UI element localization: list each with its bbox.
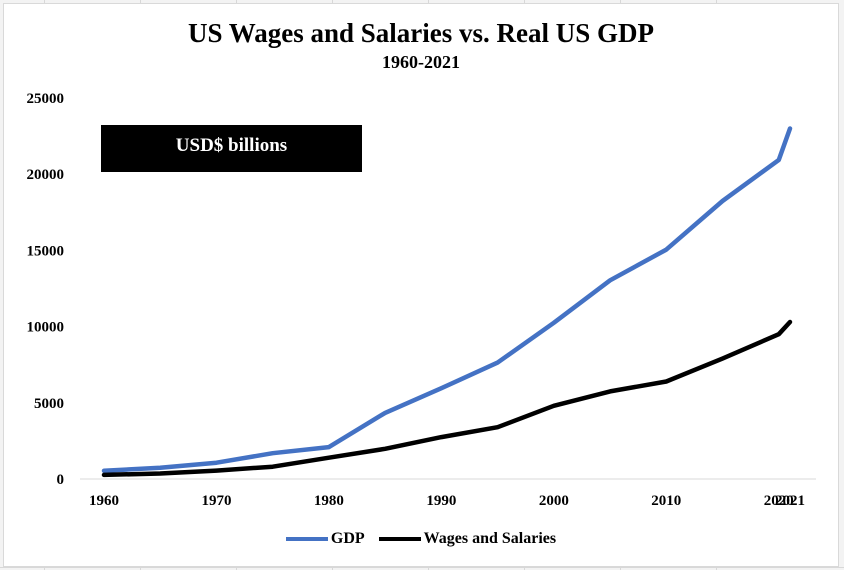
series-line-wages-and-salaries: [101, 319, 793, 478]
y-tick-label: 5000: [34, 396, 64, 412]
y-tick-label: 10000: [27, 320, 65, 336]
y-tick-label: 0: [57, 472, 65, 488]
legend-swatch-wages: [378, 537, 421, 541]
legend-swatch-gdp: [285, 537, 328, 541]
legend: GDP Wages and Salaries: [4, 528, 838, 548]
chart-title: US Wages and Salaries vs. Real US GDP: [187, 18, 655, 48]
x-tick-label: 2021: [775, 493, 805, 509]
x-tick-label: 1990: [426, 493, 456, 509]
plot-area: 0 5000 10000 15000 20000 25000 1960 1970 1980 199…: [27, 91, 816, 509]
legend-label-gdp: GDP: [330, 530, 365, 547]
x-tick-label: 2020: [764, 493, 794, 509]
y-tick-label: 20000: [27, 167, 65, 183]
series-line-gdp: [101, 126, 793, 474]
axis-layer: 0 5000 10000 15000 20000 25000 1960 1970 1980 199…: [27, 91, 816, 509]
x-tick-label: 1970: [201, 493, 231, 509]
sheet-gridline: [0, 567, 844, 568]
chart-subtitle: 1960-2021: [382, 52, 460, 72]
x-tick-label: 2000: [539, 493, 569, 509]
legend-label-wages: Wages and Salaries: [423, 530, 557, 547]
y-tick-label: 15000: [27, 243, 65, 259]
legend-item-wages: Wages and Salaries: [378, 530, 557, 548]
chart-area[interactable]: US Wages and Salaries vs. Real US GDP 19…: [3, 3, 839, 567]
y-tick-label: 25000: [27, 91, 65, 107]
x-tick-label: 2010: [651, 493, 681, 509]
series-layer: [101, 126, 793, 478]
x-tick-label: 1960: [89, 493, 119, 509]
legend-item-gdp: GDP: [285, 530, 365, 548]
x-tick-label: 1980: [314, 493, 344, 509]
unit-annotation: USD$ billions: [101, 125, 362, 172]
